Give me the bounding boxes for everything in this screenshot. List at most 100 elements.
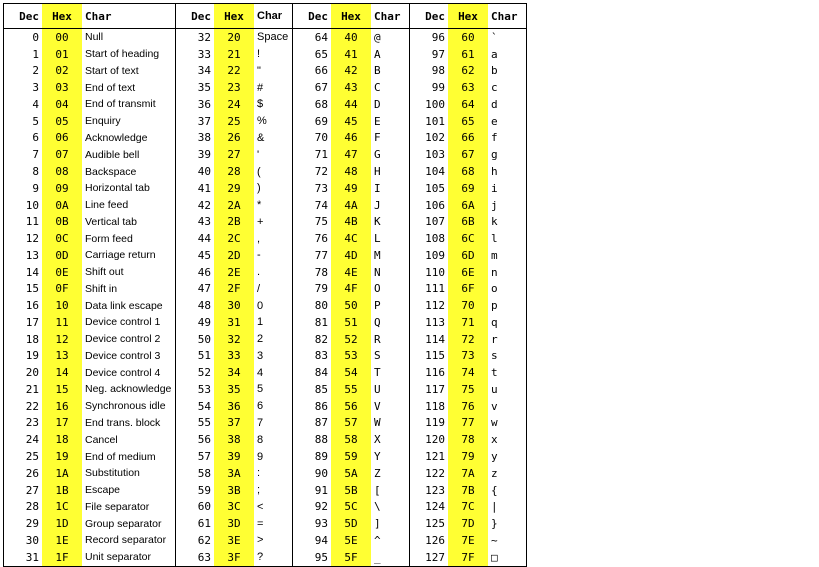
dec-cell: 96 [431, 30, 445, 44]
char-cell: ] [374, 517, 381, 531]
dec-cell: 70 [314, 131, 328, 145]
table-row: 87 57 W [293, 414, 409, 432]
dec-cell: 4 [32, 97, 39, 111]
table-row: 90 5A Z [293, 464, 409, 482]
char-cell: m [491, 248, 498, 262]
char-cell: N [374, 265, 381, 279]
table-row: 54 36 6 [176, 397, 292, 415]
dec-cell: 24 [25, 433, 39, 447]
hex-cell: 4A [331, 196, 371, 214]
hex-cell: 75 [448, 381, 488, 398]
hex-cell: 55 [331, 381, 371, 398]
dec-cell: 34 [197, 64, 211, 78]
char-cell: M [374, 248, 381, 262]
hex-cell: 4D [331, 246, 371, 264]
dec-cell: 123 [425, 483, 445, 497]
hex-cell: 66 [448, 129, 488, 147]
char-cell: S [374, 349, 381, 363]
char-cell: + [257, 215, 264, 228]
hex-cell: 56 [331, 397, 371, 415]
char-cell: l [491, 232, 498, 246]
table-row: 21 15 Neg. acknowledge [4, 381, 175, 398]
hex-cell: 7A [448, 464, 488, 482]
char-cell: Start of heading [85, 48, 160, 61]
table-row: 117 75 u [410, 381, 526, 398]
hex-cell: 4F [331, 280, 371, 298]
dec-cell: 8 [32, 165, 39, 178]
char-cell: | [491, 500, 498, 514]
table-row: 124 7C | [410, 498, 526, 516]
dec-cell: 46 [197, 265, 211, 279]
ascii-table: Dec Hex Char 0 00 Null 1 01 Start of heading 2 02 S… [3, 3, 527, 567]
char-cell: q [491, 315, 498, 329]
table-row: 26 1A Substitution [4, 464, 175, 482]
hex-cell: 21 [214, 45, 254, 63]
char-cell: Null [85, 31, 104, 44]
hex-cell: 35 [214, 381, 254, 398]
hex-cell: 2E [214, 263, 254, 281]
hex-cell: 6F [448, 280, 488, 298]
table-row: 107 6B k [410, 213, 526, 231]
char-cell: Shift out [85, 266, 124, 279]
dec-cell: 77 [314, 248, 328, 262]
hex-cell: 26 [214, 129, 254, 147]
hex-cell: 52 [331, 330, 371, 348]
char-cell: W [374, 416, 381, 430]
table-row: 47 2F / [176, 280, 292, 298]
char-cell: Neg. acknowledge [85, 383, 172, 396]
dec-cell: 112 [425, 299, 445, 313]
char-cell: g [491, 148, 498, 162]
char-cell: End of transmit [85, 98, 156, 111]
dec-cell: 51 [197, 349, 211, 363]
hex-cell: 27 [214, 146, 254, 164]
char-cell: Data link escape [85, 299, 163, 312]
char-cell: { [491, 483, 498, 497]
char-cell: End trans. block [85, 416, 161, 429]
hex-cell: 1B [42, 481, 82, 499]
table-row: 3 03 End of text [4, 79, 175, 97]
table-row: 0 00 Null [4, 29, 175, 46]
dec-cell: 6 [32, 131, 39, 145]
hex-cell: 64 [448, 96, 488, 113]
hex-cell: 16 [42, 397, 82, 415]
char-cell: = [257, 517, 264, 530]
dec-header: Dec [425, 9, 445, 23]
char-cell: f [491, 131, 498, 145]
char-cell: Group separator [85, 517, 162, 530]
hex-cell: 78 [448, 431, 488, 449]
table-row: 51 33 3 [176, 347, 292, 365]
hex-cell: 34 [214, 364, 254, 382]
dec-cell: 85 [314, 382, 328, 396]
hex-cell: 23 [214, 79, 254, 97]
dec-cell: 5 [32, 114, 39, 128]
dec-cell: 127 [425, 550, 445, 564]
char-cell: Device control 1 [85, 316, 161, 329]
table-row: 120 78 x [410, 431, 526, 449]
table-row: 121 79 y [410, 448, 526, 465]
table-row: 106 6A j [410, 196, 526, 214]
hex-cell: 5B [331, 481, 371, 499]
dec-header: Dec [19, 9, 39, 23]
char-cell: c [491, 81, 498, 95]
dec-cell: 107 [425, 215, 445, 229]
hex-cell: 20 [214, 29, 254, 46]
hex-cell: 60 [448, 29, 488, 46]
dec-cell: 61 [197, 517, 211, 531]
dec-cell: 35 [197, 81, 211, 95]
hex-cell: 05 [42, 112, 82, 130]
table-row: 98 62 b [410, 62, 526, 80]
char-cell: L [374, 232, 381, 246]
hex-cell: 7E [448, 531, 488, 549]
dec-cell: 58 [197, 466, 211, 480]
table-row: 48 30 0 [176, 297, 292, 315]
hex-cell: 59 [331, 448, 371, 465]
dec-cell: 52 [197, 366, 211, 380]
table-row: 92 5C \ [293, 498, 409, 516]
char-cell: File separator [85, 500, 150, 513]
char-cell: E [374, 114, 381, 128]
table-row: 20 14 Device control 4 [4, 364, 175, 382]
table-row: 109 6D m [410, 246, 526, 264]
table-row: 1 01 Start of heading [4, 45, 175, 63]
dec-cell: 93 [314, 517, 328, 531]
table-row: 50 32 2 [176, 330, 292, 348]
